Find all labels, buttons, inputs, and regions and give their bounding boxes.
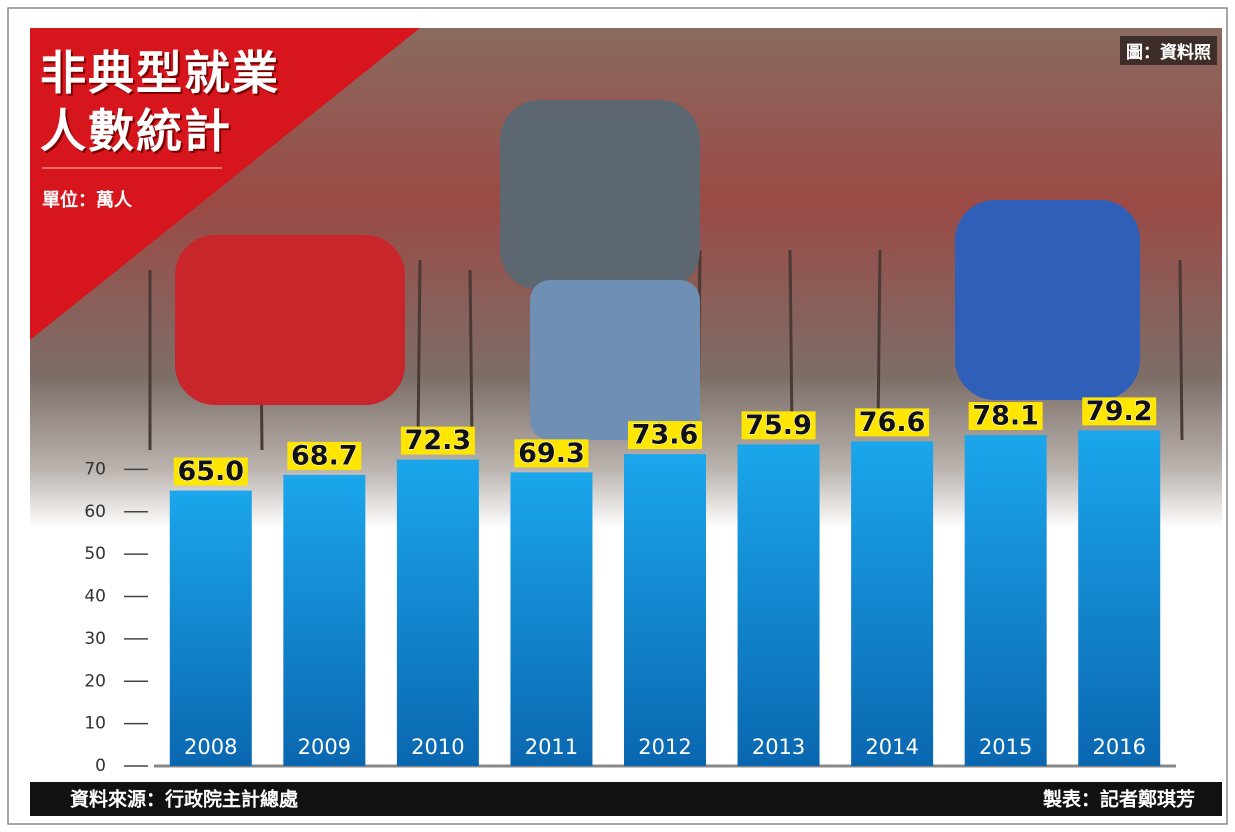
bar <box>964 435 1047 766</box>
x-tick-label: 2013 <box>752 735 805 759</box>
x-tick-label: 2008 <box>184 735 237 759</box>
value-label-bg <box>855 408 930 437</box>
value-label: 73.6 <box>632 420 699 451</box>
source: 資料來源：行政院主計總處 <box>70 788 299 811</box>
value-label: 79.2 <box>1086 396 1153 427</box>
x-tick-label: 2010 <box>411 735 464 759</box>
x-tick-label: 2012 <box>638 735 691 759</box>
value-label: 75.9 <box>745 410 812 441</box>
worker <box>530 280 700 440</box>
chart-title: 非典型就業人數統計 <box>40 46 280 158</box>
x-tick-label: 2011 <box>525 735 578 759</box>
footer-bar <box>30 782 1222 816</box>
bar <box>624 454 706 766</box>
y-tick-label: 50 <box>84 544 106 564</box>
bar <box>396 459 479 766</box>
y-tick-label: 40 <box>84 587 106 607</box>
value-label: 72.3 <box>405 425 472 456</box>
bar <box>737 444 820 766</box>
value-label-bg <box>514 439 589 468</box>
value-label-bg <box>173 457 248 486</box>
y-tick-label: 60 <box>84 502 106 522</box>
y-tick-label: 30 <box>84 629 106 649</box>
bar <box>1078 430 1161 766</box>
value-label: 69.3 <box>518 438 585 469</box>
x-tick-label: 2016 <box>1092 735 1145 759</box>
y-tick-label: 0 <box>95 756 106 776</box>
value-label: 78.1 <box>972 401 1039 432</box>
x-tick-label: 2009 <box>298 735 351 759</box>
title-banner <box>30 28 420 340</box>
y-tick-label: 10 <box>84 714 106 734</box>
bar <box>851 441 934 766</box>
x-tick-label: 2014 <box>865 735 918 759</box>
value-label-bg <box>287 441 362 470</box>
unit: 單位：萬人 <box>42 190 132 211</box>
frame <box>7 7 1228 825</box>
y-tick-label: 20 <box>84 671 106 691</box>
worker <box>955 200 1140 400</box>
worker <box>175 235 405 405</box>
x-tick-label: 2015 <box>979 735 1032 759</box>
value-label-bg <box>741 411 816 440</box>
value-label-bg <box>1082 397 1157 426</box>
value-label-bg <box>968 402 1043 431</box>
value-label-bg <box>628 421 702 450</box>
value-label: 76.6 <box>859 407 926 438</box>
y-tick-label: 70 <box>84 459 106 479</box>
bar <box>169 490 252 766</box>
worker <box>500 100 700 290</box>
photo-credit: 圖：資料照 <box>1120 36 1217 65</box>
bar <box>283 474 366 766</box>
value-label: 68.7 <box>291 440 358 471</box>
credit: 製表：記者鄭琪芳 <box>1042 788 1195 811</box>
value-label: 65.0 <box>177 456 244 487</box>
bar <box>510 472 593 766</box>
value-label-bg <box>400 426 475 455</box>
